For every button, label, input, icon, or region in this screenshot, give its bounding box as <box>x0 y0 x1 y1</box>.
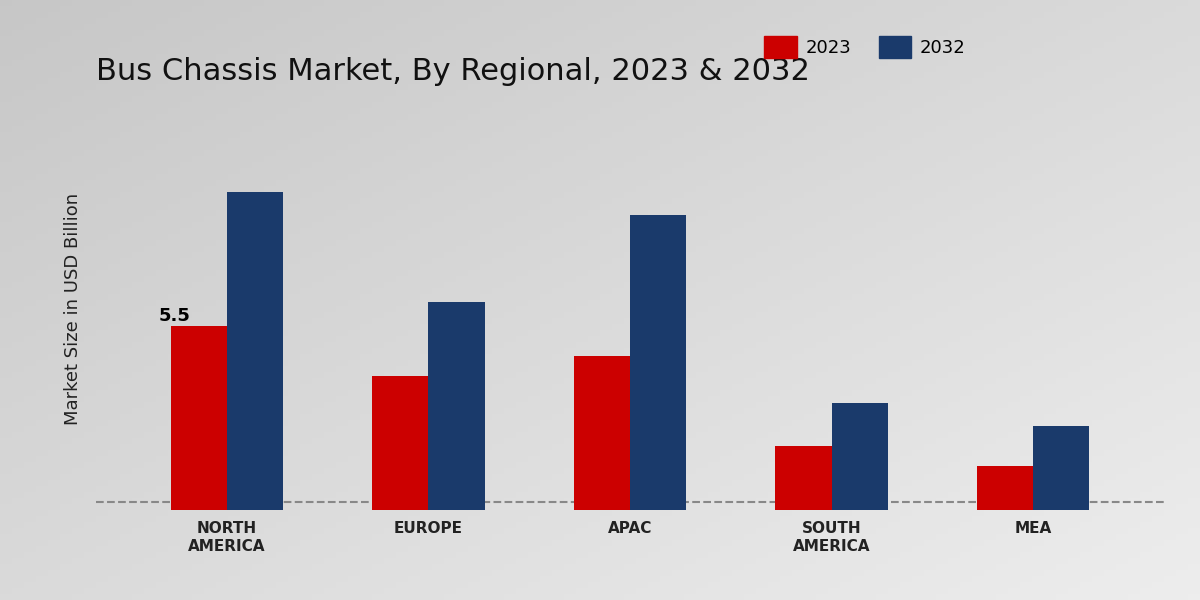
Bar <box>630 215 686 510</box>
Text: Bus Chassis Market, By Regional, 2023 & 2032: Bus Chassis Market, By Regional, 2023 & … <box>96 57 810 86</box>
Bar <box>1033 426 1090 510</box>
Bar <box>227 192 283 510</box>
Y-axis label: Market Size in USD Billion: Market Size in USD Billion <box>64 193 82 425</box>
Legend: 2023, 2032: 2023, 2032 <box>757 29 973 65</box>
Bar <box>428 302 485 510</box>
Bar <box>977 466 1033 510</box>
Bar <box>372 376 428 510</box>
Bar <box>832 403 888 510</box>
Bar <box>170 326 227 510</box>
Bar <box>775 446 832 510</box>
Text: 5.5: 5.5 <box>158 307 191 325</box>
Bar <box>574 356 630 510</box>
